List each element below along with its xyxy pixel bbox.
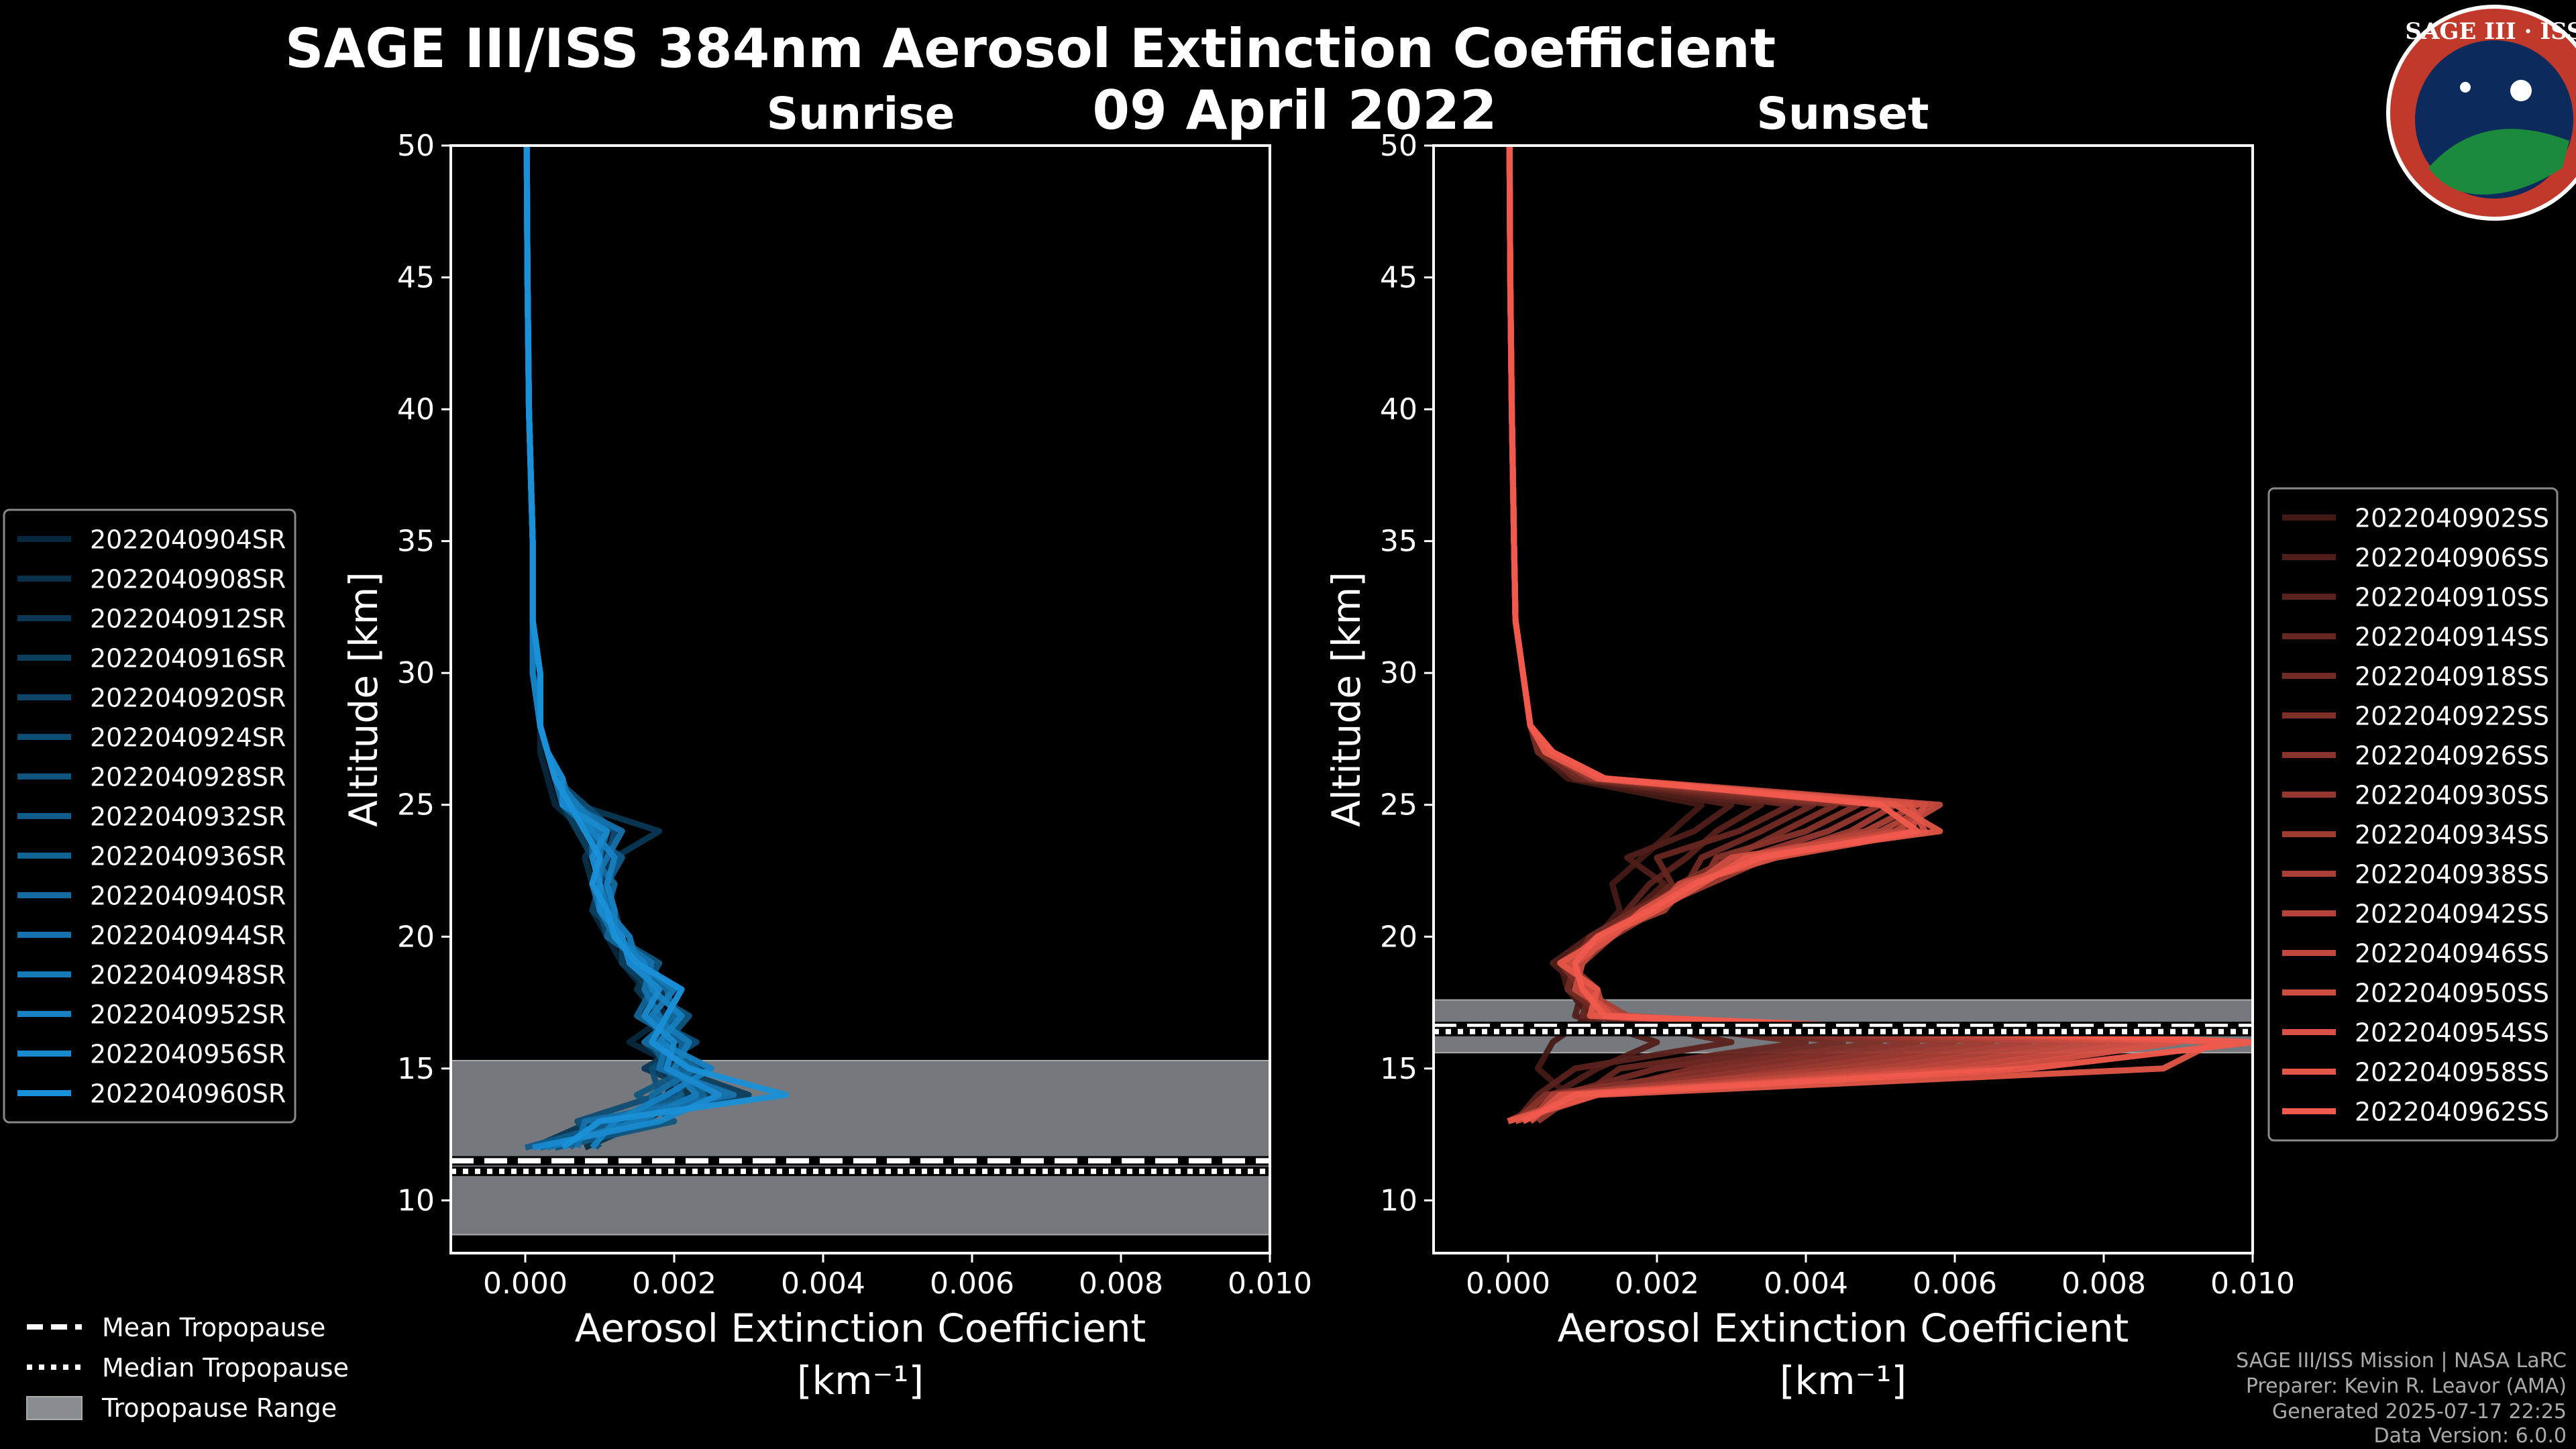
mean-tropopause-label: Mean Tropopause [102, 1313, 325, 1342]
legend-label: 2022040938SS [2355, 860, 2549, 890]
legend-label: 2022040940SR [90, 881, 286, 911]
x-tick-label: 0.010 [2210, 1267, 2295, 1301]
legend-label: 2022040920SR [90, 684, 286, 713]
x-tick-label: 0.008 [1079, 1267, 1163, 1301]
credit-line-3: Generated 2025-07-17 22:25 [2272, 1400, 2567, 1424]
sunset-panel: 10 15 20 25 30 35 40 45 50 0.000 0.002 0.004 0.006 0.… [1324, 129, 2295, 1403]
legend-label: 2022040960SR [90, 1079, 286, 1109]
axes-frame [449, 144, 1271, 1254]
legend-label: 2022040930SS [2355, 781, 2549, 810]
legend-label: 2022040942SS [2355, 900, 2549, 929]
legend-label: 2022040906SS [2355, 543, 2549, 573]
x-tick-label: 0.002 [1615, 1267, 1699, 1301]
y-tick-label: 25 [397, 788, 435, 822]
legend-label: 2022040918SS [2355, 662, 2549, 692]
logo-star [2460, 82, 2471, 93]
legend-label: 2022040954SS [2355, 1018, 2549, 1048]
x-axis-units: [km⁻¹] [797, 1358, 924, 1403]
profile-lines [523, 146, 789, 1151]
x-axis-units: [km⁻¹] [1780, 1358, 1907, 1403]
legend-label: 2022040912SR [90, 604, 286, 634]
x-tick-label: 0.010 [1228, 1267, 1312, 1301]
legend-box [3, 508, 297, 1124]
y-tick-label: 20 [1380, 920, 1417, 954]
x-axis-label: Aerosol Extinction Coefficient [1558, 1305, 2129, 1351]
y-tick-label: 40 [1380, 392, 1417, 427]
legend-label: 2022040956SR [90, 1040, 286, 1069]
x-tick-label: 0.000 [483, 1267, 568, 1301]
tropopause-range-label: Tropopause Range [101, 1393, 337, 1423]
x-tick-label: 0.004 [1764, 1267, 1848, 1301]
legend-label: 2022040934SS [2355, 820, 2549, 850]
x-axis-label: Aerosol Extinction Coefficient [575, 1305, 1146, 1351]
y-tick-label: 20 [397, 920, 435, 954]
y-tick-label: 35 [397, 525, 435, 559]
y-tick-label: 10 [397, 1183, 435, 1218]
legend-label: 2022040948SR [90, 961, 286, 990]
legend-label: 2022040932SR [90, 802, 286, 832]
legend-label: 2022040924SR [90, 723, 286, 753]
legend-label: 2022040916SR [90, 644, 286, 674]
legend-label: 2022040908SR [90, 565, 286, 594]
profile-line-2022040960SR [523, 146, 789, 1150]
y-tick-label: 10 [1380, 1183, 1417, 1218]
legend-box [2267, 487, 2559, 1142]
chart-date: 09 April 2022 [1092, 79, 1497, 142]
sunrise-legend: 2022040904SR 2022040908SR 2022040912SR 2022… [3, 508, 297, 1124]
y-tick-label: 25 [1380, 788, 1417, 822]
x-tick-label: 0.000 [1466, 1267, 1550, 1301]
legend-label: 2022040946SS [2355, 939, 2549, 969]
y-tick-label: 45 [397, 261, 435, 295]
mission-logo: SAGE III · ISS [2386, 5, 2576, 221]
y-tick-label: 50 [397, 129, 435, 163]
tropopause-legend: Mean Tropopause Median Tropopause Tropop… [26, 1313, 349, 1423]
legend-label: 2022040944SR [90, 921, 286, 951]
legend-label: 2022040958SS [2355, 1058, 2549, 1087]
y-tick-label: 40 [397, 392, 435, 427]
legend-label: 2022040952SR [90, 1000, 286, 1030]
credits: SAGE III/ISS Mission | NASA LaRC Prepare… [2236, 1349, 2567, 1448]
legend-label: 2022040926SS [2355, 741, 2549, 771]
median-tropopause-label: Median Tropopause [102, 1353, 349, 1383]
credit-line-2: Preparer: Kevin R. Leavor (AMA) [2246, 1375, 2567, 1398]
y-tick-label: 45 [1380, 261, 1417, 295]
sunset-legend: 2022040902SS 2022040906SS 2022040910SS 2022… [2267, 487, 2559, 1142]
y-tick-label: 15 [1380, 1052, 1417, 1086]
legend-label: 2022040910SS [2355, 583, 2549, 612]
logo-moon [2510, 80, 2532, 101]
legend-label: 2022040922SS [2355, 702, 2549, 731]
legend-label: 2022040962SS [2355, 1097, 2549, 1127]
y-tick-label: 50 [1380, 129, 1417, 163]
legend-label: 2022040902SS [2355, 504, 2549, 533]
sunrise-panel: 10 15 20 25 30 35 40 45 50 0.000 0.002 0.004 0.006 0.… [341, 129, 1312, 1403]
legend-label: 2022040904SR [90, 525, 286, 555]
y-tick-label: 15 [397, 1052, 435, 1086]
logo-earth [2428, 129, 2569, 195]
y-tick-label: 30 [397, 656, 435, 690]
legend-label: 2022040928SR [90, 763, 286, 792]
x-tick-label: 0.006 [930, 1267, 1014, 1301]
y-tick-label: 30 [1380, 656, 1417, 690]
panel-title-sunset: Sunset [1756, 88, 1929, 140]
x-tick-label: 0.004 [781, 1267, 865, 1301]
legend-label: 2022040950SS [2355, 979, 2549, 1008]
axes-frame [1432, 144, 2254, 1254]
legend-label: 2022040936SR [90, 842, 286, 871]
y-axis-label: Altitude [km] [1324, 572, 1369, 826]
credit-line-4: Data Version: 6.0.0 [2374, 1424, 2567, 1448]
logo-text: SAGE III · ISS [2405, 18, 2576, 45]
credit-line-1: SAGE III/ISS Mission | NASA LaRC [2236, 1349, 2567, 1373]
tropopause-range-swatch [26, 1396, 83, 1420]
x-tick-label: 0.002 [632, 1267, 716, 1301]
x-tick-label: 0.006 [1913, 1267, 1997, 1301]
y-tick-label: 35 [1380, 525, 1417, 559]
y-axis-label: Altitude [km] [341, 572, 386, 826]
x-tick-label: 0.008 [2061, 1267, 2146, 1301]
legend-label: 2022040914SS [2355, 623, 2549, 652]
chart-title: SAGE III/ISS 384nm Aerosol Extinction Co… [285, 17, 1776, 80]
panel-title-sunrise: Sunrise [767, 88, 955, 140]
